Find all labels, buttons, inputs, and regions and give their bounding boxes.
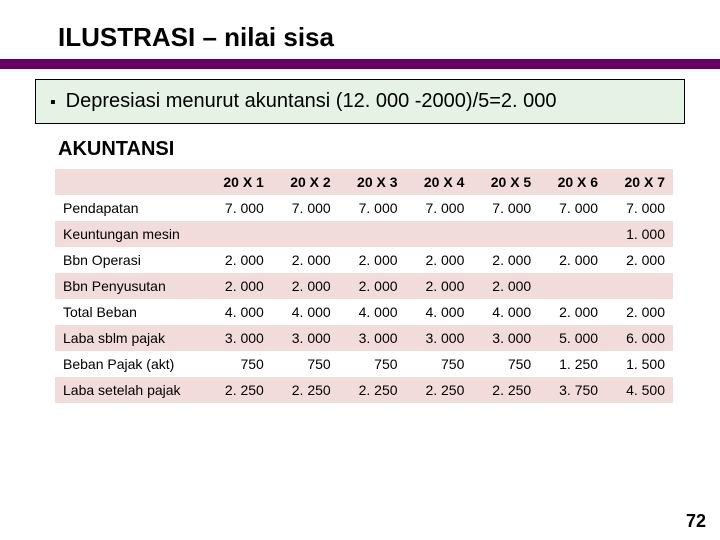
cell: 2. 000 (606, 247, 673, 273)
cell: 2. 250 (205, 377, 272, 403)
bullet-square-icon: ▪ (50, 94, 56, 112)
row-label: Laba sblm pajak (55, 325, 205, 351)
table-row: Laba sblm pajak 3. 000 3. 000 3. 000 3. … (55, 325, 673, 351)
cell: 3. 000 (339, 325, 406, 351)
title-container: ILUSTRASI – nilai sisa (0, 0, 720, 59)
cell: 5. 000 (539, 325, 606, 351)
col-header: 20 X 5 (472, 169, 539, 195)
col-header: 20 X 3 (339, 169, 406, 195)
cell: 750 (272, 351, 339, 377)
cell (406, 221, 473, 247)
cell: 2. 000 (606, 299, 673, 325)
page-number: 72 (686, 511, 706, 532)
cell: 4. 000 (272, 299, 339, 325)
cell: 750 (339, 351, 406, 377)
cell: 4. 500 (606, 377, 673, 403)
bullet-text: Depresiasi menurut akuntansi (12. 000 -2… (66, 90, 557, 113)
row-label: Pendapatan (55, 195, 205, 221)
cell: 3. 000 (272, 325, 339, 351)
row-label: Bbn Penyusutan (55, 273, 205, 299)
col-header: 20 X 1 (205, 169, 272, 195)
cell: 6. 000 (606, 325, 673, 351)
col-header: 20 X 2 (272, 169, 339, 195)
cell (472, 221, 539, 247)
cell: 4. 000 (472, 299, 539, 325)
row-label: Laba setelah pajak (55, 377, 205, 403)
data-table: 20 X 1 20 X 2 20 X 3 20 X 4 20 X 5 20 X … (55, 169, 673, 403)
cell: 7. 000 (606, 195, 673, 221)
cell: 2. 250 (339, 377, 406, 403)
cell: 7. 000 (272, 195, 339, 221)
cell (272, 221, 339, 247)
cell (339, 221, 406, 247)
table-row: Keuntungan mesin 1. 000 (55, 221, 673, 247)
cell: 7. 000 (339, 195, 406, 221)
table-row: Bbn Operasi 2. 000 2. 000 2. 000 2. 000 … (55, 247, 673, 273)
col-header: 20 X 6 (539, 169, 606, 195)
bullet-box: ▪ Depresiasi menurut akuntansi (12. 000 … (35, 79, 685, 124)
cell: 3. 750 (539, 377, 606, 403)
cell: 4. 000 (205, 299, 272, 325)
cell: 2. 250 (406, 377, 473, 403)
cell: 2. 000 (472, 273, 539, 299)
cell: 2. 000 (406, 247, 473, 273)
table-body: Pendapatan 7. 000 7. 000 7. 000 7. 000 7… (55, 195, 673, 403)
cell: 750 (472, 351, 539, 377)
accent-bar (0, 59, 720, 69)
table-row: Pendapatan 7. 000 7. 000 7. 000 7. 000 7… (55, 195, 673, 221)
cell: 7. 000 (472, 195, 539, 221)
col-header: 20 X 7 (606, 169, 673, 195)
slide-title: ILUSTRASI – nilai sisa (58, 22, 720, 53)
cell: 7. 000 (205, 195, 272, 221)
col-header: 20 X 4 (406, 169, 473, 195)
cell (539, 221, 606, 247)
row-label: Bbn Operasi (55, 247, 205, 273)
table-head: 20 X 1 20 X 2 20 X 3 20 X 4 20 X 5 20 X … (55, 169, 673, 195)
cell: 1. 000 (606, 221, 673, 247)
cell: 7. 000 (406, 195, 473, 221)
cell (539, 273, 606, 299)
bullet-row: ▪ Depresiasi menurut akuntansi (12. 000 … (50, 90, 670, 113)
cell (606, 273, 673, 299)
cell: 1. 250 (539, 351, 606, 377)
row-label: Keuntungan mesin (55, 221, 205, 247)
row-label: Total Beban (55, 299, 205, 325)
cell: 2. 000 (205, 247, 272, 273)
row-label: Beban Pajak (akt) (55, 351, 205, 377)
cell: 2. 000 (272, 273, 339, 299)
cell (205, 221, 272, 247)
cell: 3. 000 (205, 325, 272, 351)
table-row: Bbn Penyusutan 2. 000 2. 000 2. 000 2. 0… (55, 273, 673, 299)
cell: 750 (205, 351, 272, 377)
cell: 2. 000 (539, 299, 606, 325)
section-label: AKUNTANSI (58, 138, 720, 161)
cell: 2. 000 (339, 273, 406, 299)
table-row: Laba setelah pajak 2. 250 2. 250 2. 250 … (55, 377, 673, 403)
cell: 2. 000 (472, 247, 539, 273)
table-row: Beban Pajak (akt) 750 750 750 750 750 1.… (55, 351, 673, 377)
cell: 2. 250 (472, 377, 539, 403)
cell: 2. 000 (339, 247, 406, 273)
cell: 2. 000 (272, 247, 339, 273)
col-header (55, 169, 205, 195)
cell: 3. 000 (472, 325, 539, 351)
cell: 1. 500 (606, 351, 673, 377)
cell: 7. 000 (539, 195, 606, 221)
cell: 2. 000 (406, 273, 473, 299)
cell: 2. 250 (272, 377, 339, 403)
cell: 2. 000 (539, 247, 606, 273)
cell: 3. 000 (406, 325, 473, 351)
table-row: Total Beban 4. 000 4. 000 4. 000 4. 000 … (55, 299, 673, 325)
cell: 750 (406, 351, 473, 377)
cell: 4. 000 (339, 299, 406, 325)
cell: 2. 000 (205, 273, 272, 299)
cell: 4. 000 (406, 299, 473, 325)
table-header-row: 20 X 1 20 X 2 20 X 3 20 X 4 20 X 5 20 X … (55, 169, 673, 195)
